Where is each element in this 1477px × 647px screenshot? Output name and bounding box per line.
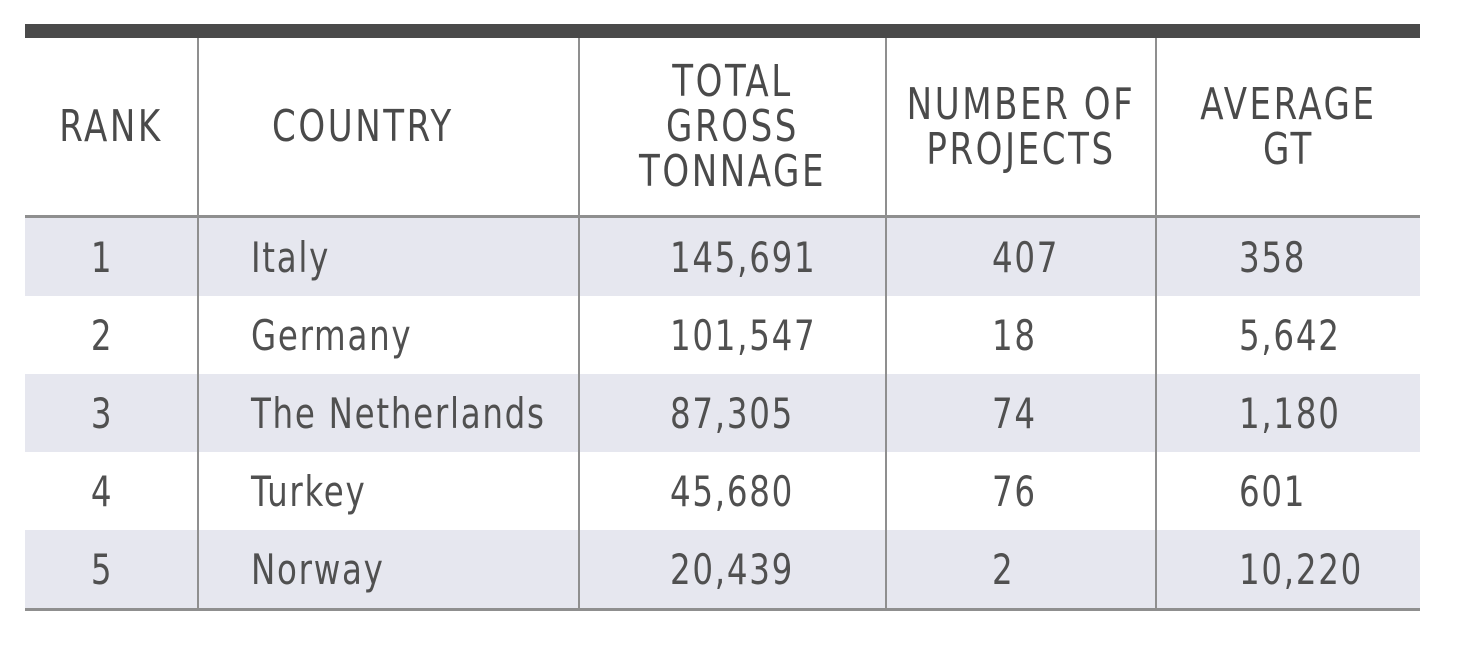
- ranking-table: RANK COUNTRY TOTAL GROSS TONNAGE NUMBER …: [25, 38, 1420, 611]
- ranking-table-container: RANK COUNTRY TOTAL GROSS TONNAGE NUMBER …: [25, 24, 1420, 611]
- cell-average-gt: 10,220: [1155, 530, 1420, 611]
- cell-total-gross-tonnage: 45,680: [578, 452, 886, 530]
- cell-number-of-projects: 407: [885, 216, 1156, 296]
- cell-total-gross-tonnage: 87,305: [578, 374, 886, 452]
- cell-average-gt: 358: [1155, 216, 1420, 296]
- cell-total-gross-tonnage: 145,691: [578, 216, 886, 296]
- cell-rank: 1: [25, 216, 198, 296]
- header-number-of-projects: NUMBER OF PROJECTS: [904, 38, 1138, 218]
- cell-country: Italy: [197, 216, 579, 296]
- cell-average-gt: 601: [1155, 452, 1420, 530]
- cell-total-gross-tonnage: 101,547: [578, 296, 886, 374]
- table-header-row: RANK COUNTRY TOTAL GROSS TONNAGE NUMBER …: [25, 38, 1420, 218]
- cell-average-gt: 5,642: [1155, 296, 1420, 374]
- table-row: 5 Norway 20,439 2 10,220: [25, 530, 1420, 611]
- cell-number-of-projects: 2: [885, 530, 1156, 611]
- table-row: 3 The Netherlands 87,305 74 1,180: [25, 374, 1420, 452]
- cell-total-gross-tonnage: 20,439: [578, 530, 886, 611]
- table-row: 1 Italy 145,691 407 358: [25, 216, 1420, 296]
- cell-number-of-projects: 76: [885, 452, 1156, 530]
- cell-average-gt: 1,180: [1155, 374, 1420, 452]
- cell-country: Turkey: [197, 452, 579, 530]
- table-row: 4 Turkey 45,680 76 601: [25, 452, 1420, 530]
- table-top-rule: [25, 24, 1420, 38]
- cell-country: Germany: [197, 296, 579, 374]
- table-row: 2 Germany 101,547 18 5,642: [25, 296, 1420, 374]
- header-total-gross-tonnage: TOTAL GROSS TONNAGE: [599, 38, 865, 218]
- cell-number-of-projects: 18: [885, 296, 1156, 374]
- cell-number-of-projects: 74: [885, 374, 1156, 452]
- cell-rank: 5: [25, 530, 198, 611]
- header-rank: RANK: [37, 38, 186, 218]
- cell-country: The Netherlands: [197, 374, 579, 452]
- cell-rank: 3: [25, 374, 198, 452]
- cell-rank: 2: [90, 310, 114, 360]
- cell-country: Norway: [197, 530, 579, 611]
- header-average-gt: AVERAGE GT: [1173, 38, 1402, 218]
- header-country: COUNTRY: [223, 38, 553, 218]
- cell-rank: 4: [90, 466, 114, 516]
